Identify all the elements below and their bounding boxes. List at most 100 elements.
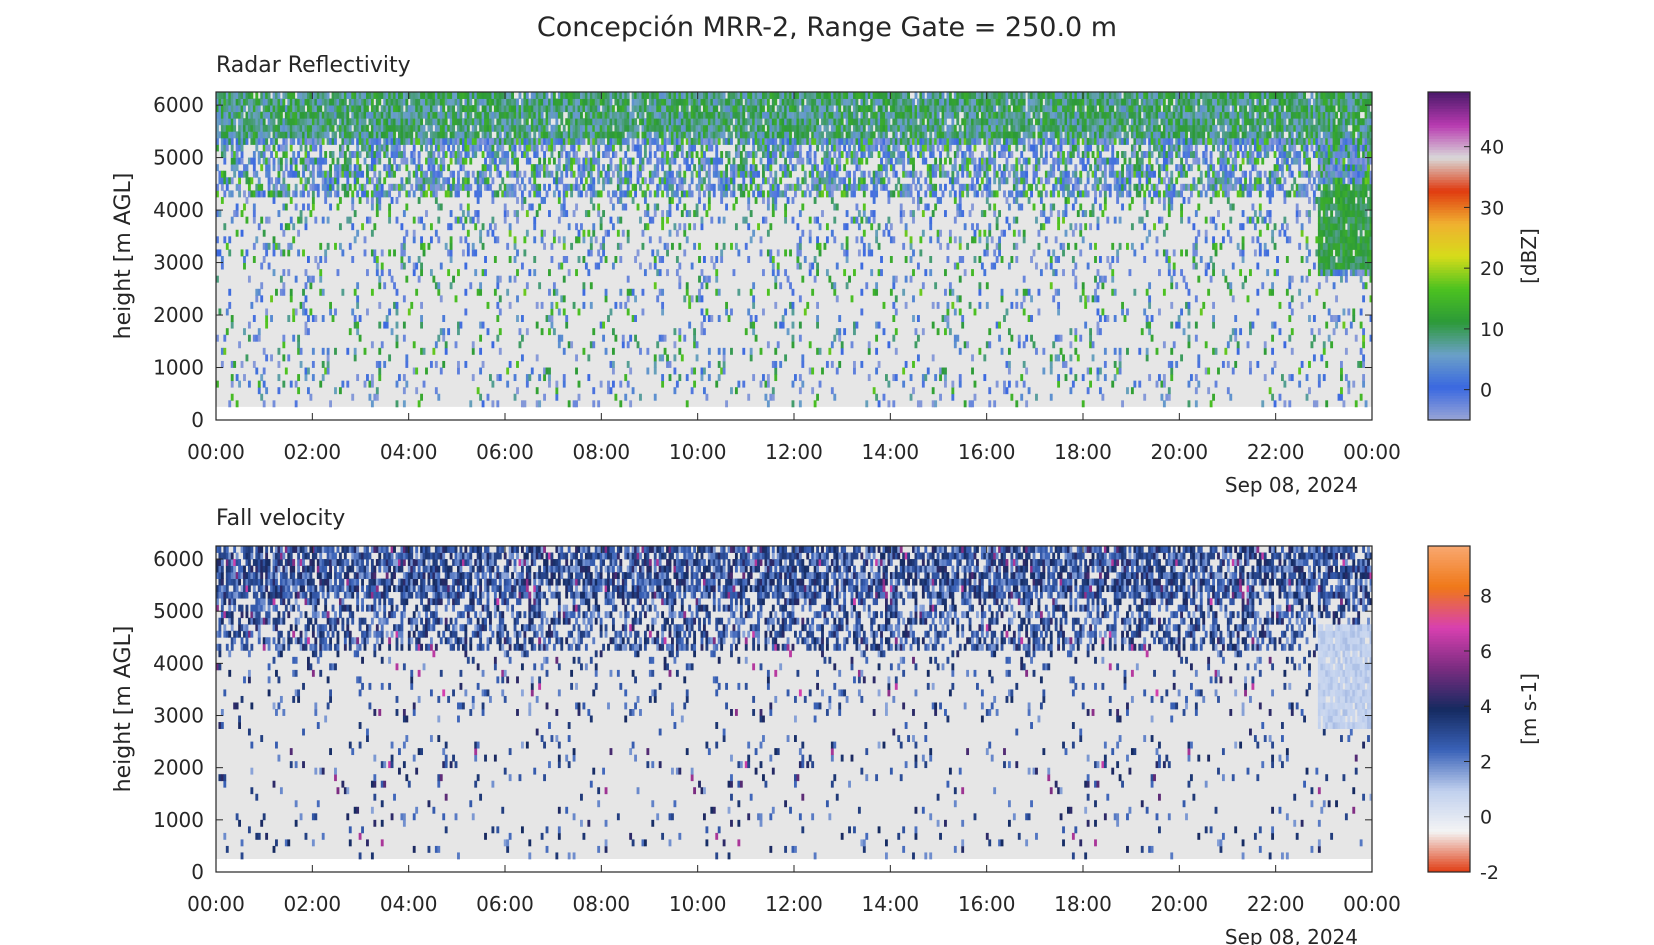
heatmap-cell [334,164,337,172]
heatmap-cell [341,98,345,106]
heatmap-cell [766,380,770,388]
heatmap-cell [395,111,399,119]
heatmap-cell [457,105,460,113]
heatmap-cell [584,210,588,218]
heatmap-cell [754,334,758,342]
heatmap-cell [223,347,227,355]
heatmap-cell [378,190,382,198]
heatmap-cell [816,124,819,132]
heatmap-cell [257,131,261,139]
heatmap-cell [678,196,682,204]
heatmap-cell [247,92,251,99]
heatmap-cell [225,144,229,152]
heatmap-cell [243,98,246,106]
heatmap-cell [353,315,357,322]
heatmap-cell [845,105,849,113]
heatmap-cell [919,196,923,204]
heatmap-cell [331,92,335,99]
heatmap-cell [759,111,763,119]
heatmap-cell [766,118,770,126]
heatmap-cell [383,282,387,290]
heatmap-cell [675,256,679,263]
heatmap-cell [297,98,301,106]
heatmap-cell [429,131,433,139]
heatmap-cell [363,236,367,244]
heatmap-cell [282,98,286,106]
heatmap-cell [218,98,222,106]
heatmap-cell [594,111,598,119]
heatmap-cell [294,118,298,126]
heatmap-cell [324,98,328,106]
heatmap-cell [808,229,812,237]
heatmap-cell [302,124,305,132]
heatmap-cell [693,223,697,231]
heatmap-cell [671,118,674,126]
heatmap-cell [577,105,581,113]
heatmap-cell [447,269,451,277]
heatmap-cell [415,164,419,172]
heatmap-cell [803,111,807,119]
heatmap-cell [304,137,308,145]
heatmap-cell [899,210,903,218]
heatmap-cell [668,92,672,99]
heatmap-cell [919,151,923,158]
heatmap-cell [730,242,733,250]
heatmap-cell [607,151,610,158]
heatmap-cell [530,144,534,152]
heatmap-cell [658,98,662,106]
heatmap-cell [830,196,834,204]
heatmap-cell [720,111,724,119]
heatmap-cell [693,334,697,342]
heatmap-cell [525,151,529,158]
heatmap-cell [592,328,596,336]
heatmap-cell [434,92,438,99]
heatmap-cell [742,216,746,224]
heatmap-cell [656,144,660,152]
heatmap-cell [400,137,404,145]
heatmap-cell [821,111,824,119]
heatmap-cell [919,124,923,132]
heatmap-cell [383,105,387,113]
heatmap-cell [407,92,411,99]
heatmap-cell [538,400,542,408]
heatmap-cell [602,118,606,126]
heatmap-cell [407,256,411,263]
heatmap-cell [889,256,893,263]
heatmap-cell [513,131,517,139]
heatmap-cell [835,131,839,139]
heatmap-cell [808,111,812,119]
heatmap-cell [503,105,507,113]
heatmap-cell [648,157,652,165]
heatmap-cell [680,111,684,119]
heatmap-cell [685,282,689,290]
heatmap-cell [311,190,315,198]
heatmap-cell [525,137,529,145]
heatmap-cell [885,111,888,119]
heatmap-cell [243,256,246,263]
heatmap-cell [909,374,913,382]
heatmap-cell [444,118,448,126]
heatmap-cell [410,111,414,119]
heatmap-cell [393,183,396,191]
heatmap-cell [272,144,276,152]
heatmap-cell [769,249,773,257]
heatmap-cell [875,236,879,244]
heatmap-cell [437,334,441,342]
heatmap-cell [351,92,355,99]
heatmap-cell [705,183,709,191]
heatmap-cell [493,256,497,263]
heatmap-cell [528,137,532,145]
heatmap-cell [378,374,382,382]
heatmap-cell [311,131,315,139]
heatmap-cell [552,98,556,106]
heatmap-cell [757,111,760,119]
heatmap-cell [262,242,266,250]
heatmap-cell [307,131,310,139]
heatmap-cell [582,282,586,290]
heatmap-cell [388,105,392,113]
heatmap-cell [875,288,879,296]
heatmap-cell [899,92,903,99]
heatmap-cell [764,151,768,158]
heatmap-cell [390,151,394,158]
heatmap-cell [663,157,667,165]
